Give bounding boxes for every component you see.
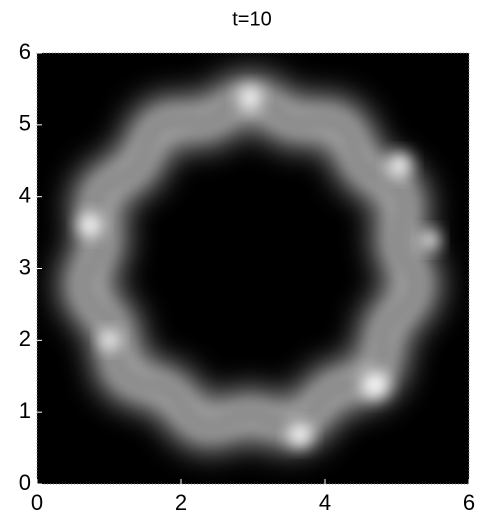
bright-spot xyxy=(388,153,412,177)
bright-spot xyxy=(361,371,389,399)
x-tick-label: 4 xyxy=(319,490,331,515)
y-tick-label: 5 xyxy=(19,111,31,136)
y-tick-label: 6 xyxy=(19,39,31,64)
y-tick-label: 3 xyxy=(19,254,31,279)
x-tick-label: 2 xyxy=(175,490,187,515)
x-tick-label: 0 xyxy=(31,490,43,515)
bright-spot xyxy=(288,423,312,447)
intensity-field xyxy=(61,74,440,450)
bright-spot xyxy=(78,213,102,237)
plot-frame xyxy=(36,52,470,485)
y-tick-label: 1 xyxy=(19,398,31,423)
bright-spot xyxy=(238,86,262,110)
y-tick-label: 2 xyxy=(19,326,31,351)
bright-spot xyxy=(100,330,120,350)
bright-spot xyxy=(420,230,440,250)
y-tick-label: 0 xyxy=(19,470,31,495)
y-tick-label: 4 xyxy=(19,182,31,207)
x-tick-label: 6 xyxy=(463,490,475,515)
ring-core xyxy=(74,87,426,437)
chart-title: t=10 xyxy=(232,8,271,30)
